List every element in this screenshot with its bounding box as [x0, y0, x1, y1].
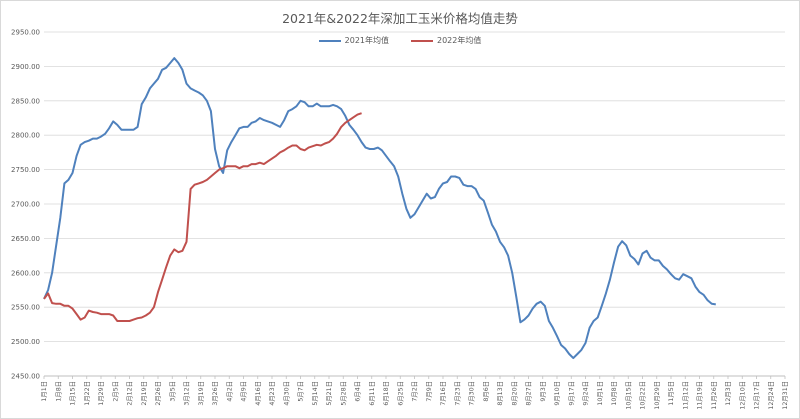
x-tick-label: 4月16日: [254, 381, 262, 406]
y-tick-label: 2750.00: [11, 166, 40, 174]
x-tick-labels: 1月1日 1月8日 1月15日 1月22日 1月29日 2月5日 2月12日 2月19日 2月2…: [40, 381, 789, 410]
legend-item-2021: 2021年均值: [318, 35, 389, 46]
x-tick-label: 12月24日: [767, 381, 775, 410]
y-tick-label: 2600.00: [11, 269, 40, 277]
x-tick-label: 7月23日: [453, 381, 461, 406]
y-tick-label: 2950.00: [11, 29, 40, 37]
y-tick-labels: 2450.00 2500.00 2550.00 2600.00 2650.00 2700.…: [11, 29, 40, 381]
y-tick-label: 2500.00: [11, 338, 40, 346]
x-tick-label: 10月29日: [653, 381, 661, 410]
x-tick-label: 7月30日: [468, 381, 476, 406]
x-tick-label: 4月23日: [268, 381, 276, 406]
chart-title: 2021年&2022年深加工玉米价格均值走势: [282, 11, 518, 26]
y-tick-label: 2850.00: [11, 97, 40, 105]
legend-swatch-2021: [318, 39, 341, 42]
x-tick-label: 10月15日: [624, 381, 632, 410]
x-tick-label: 9月17日: [567, 381, 575, 406]
x-tick-label: 10月8日: [610, 381, 618, 406]
x-tick-label: 1月22日: [83, 381, 91, 406]
y-tick-label: 2650.00: [11, 235, 40, 243]
y-tick-label: 2800.00: [11, 132, 40, 140]
y-tick-label: 2900.00: [11, 63, 40, 71]
legend-item-2022: 2022年均值: [411, 35, 481, 46]
x-tick-label: 3月12日: [183, 381, 191, 406]
x-tick-label: 2月19日: [140, 381, 148, 406]
legend-label-2021: 2021年均值: [344, 36, 389, 45]
x-tick-label: 7月2日: [411, 381, 419, 402]
y-tick-label: 2550.00: [11, 304, 40, 312]
x-tick-label: 9月3日: [539, 381, 547, 402]
x-tick-label: 4月9日: [240, 381, 248, 402]
series-lines: [43, 57, 716, 360]
x-tick-label: 10月22日: [639, 381, 647, 410]
x-tick-label: 11月19日: [696, 381, 704, 410]
x-tick-label: 12月31日: [781, 381, 789, 410]
x-tick-label: 1月15日: [69, 381, 77, 406]
x-tick-label: 3月5日: [168, 381, 176, 402]
x-tick-label: 4月30日: [282, 381, 290, 406]
series-line-2022: [43, 112, 362, 322]
x-tick-label: 12月3日: [724, 381, 732, 406]
x-tick-label: 5月14日: [311, 381, 319, 406]
x-tick-label: 6月11日: [368, 381, 376, 406]
x-tick-label: 9月24日: [582, 381, 590, 406]
x-tick-label: 3月19日: [197, 381, 205, 406]
x-tick-label: 1月29日: [97, 381, 105, 406]
x-tick-label: 12月17日: [753, 381, 761, 410]
y-tick-label: 2450.00: [11, 373, 40, 381]
x-tick-label: 5月7日: [297, 381, 305, 402]
axes: [43, 375, 786, 379]
x-tick-label: 11月5日: [667, 381, 675, 406]
x-tick-label: 5月28日: [339, 381, 347, 406]
x-tick-label: 2月26日: [154, 381, 162, 406]
legend-label-2022: 2022年均值: [437, 36, 482, 45]
x-tick-label: 8月20日: [510, 381, 518, 406]
x-tick-label: 6月18日: [382, 381, 390, 406]
x-tick-label: 8月6日: [482, 381, 490, 402]
x-tick-label: 8月13日: [496, 381, 504, 406]
x-tick-label: 1月8日: [54, 381, 62, 402]
x-tick-label: 10月1日: [596, 381, 604, 406]
x-tick-label: 6月4日: [354, 381, 362, 402]
x-tick-label: 5月21日: [325, 381, 333, 406]
x-tick-label: 11月12日: [681, 381, 689, 410]
x-tick-label: 4月2日: [225, 381, 233, 402]
series-line-2021: [43, 57, 716, 360]
x-tick-label: 1月1日: [40, 381, 48, 402]
legend-swatch-2022: [411, 39, 433, 42]
x-tick-label: 9月10日: [553, 381, 561, 406]
x-tick-label: 3月26日: [211, 381, 219, 406]
x-tick-label: 12月10日: [738, 381, 746, 410]
legend: 2021年均值 2022年均值: [0, 35, 800, 46]
x-tick-label: 7月16日: [439, 381, 447, 406]
x-tick-label: 2月12日: [126, 381, 134, 406]
x-tick-label: 11月26日: [710, 381, 718, 410]
x-tick-label: 8月27日: [525, 381, 533, 406]
x-tick-label: 6月25日: [396, 381, 404, 406]
x-tick-label: 2月5日: [111, 381, 119, 402]
x-tick-label: 7月9日: [425, 381, 433, 402]
y-tick-label: 2700.00: [11, 201, 40, 209]
